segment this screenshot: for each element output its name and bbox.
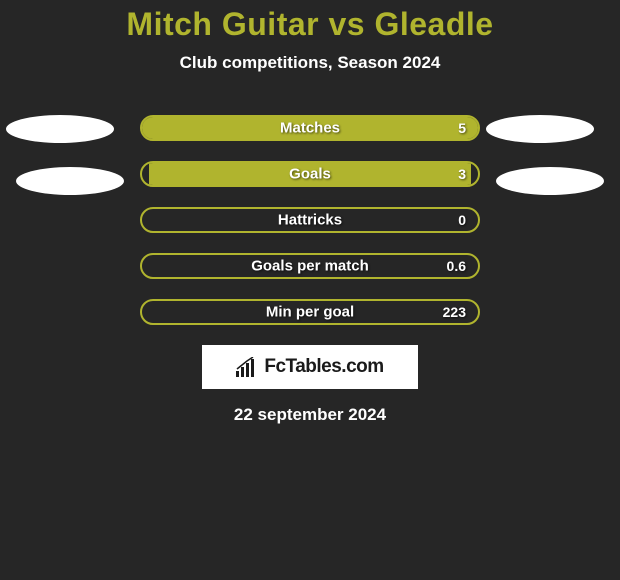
bar-goals: Goals 3 bbox=[140, 161, 480, 187]
bars-icon bbox=[236, 357, 260, 377]
player-left-avatar-2 bbox=[16, 167, 124, 195]
bars-container: Matches 5 Goals 3 Hattricks 0 Goals per … bbox=[140, 115, 480, 325]
bar-label: Min per goal bbox=[266, 304, 354, 321]
player-right-avatar-1 bbox=[486, 115, 594, 143]
subtitle: Club competitions, Season 2024 bbox=[0, 53, 620, 73]
bar-value: 223 bbox=[443, 304, 466, 320]
player-left-avatar-1 bbox=[6, 115, 114, 143]
page-title: Mitch Guitar vs Gleadle bbox=[0, 0, 620, 43]
bar-label: Goals bbox=[289, 166, 331, 183]
bar-value: 3 bbox=[458, 166, 466, 182]
comparison-chart: Matches 5 Goals 3 Hattricks 0 Goals per … bbox=[0, 115, 620, 325]
bar-value: 0.6 bbox=[447, 258, 466, 274]
logo: FcTables.com bbox=[236, 356, 383, 378]
date: 22 september 2024 bbox=[0, 405, 620, 425]
logo-text: FcTables.com bbox=[264, 356, 383, 378]
bar-value: 5 bbox=[458, 120, 466, 136]
bar-label: Matches bbox=[280, 120, 340, 137]
bar-hattricks: Hattricks 0 bbox=[140, 207, 480, 233]
bar-value: 0 bbox=[458, 212, 466, 228]
bar-label: Goals per match bbox=[251, 258, 369, 275]
player-right-avatar-2 bbox=[496, 167, 604, 195]
bar-label: Hattricks bbox=[278, 212, 342, 229]
bar-min-per-goal: Min per goal 223 bbox=[140, 299, 480, 325]
bar-matches: Matches 5 bbox=[140, 115, 480, 141]
logo-box: FcTables.com bbox=[202, 345, 418, 389]
bar-goals-per-match: Goals per match 0.6 bbox=[140, 253, 480, 279]
